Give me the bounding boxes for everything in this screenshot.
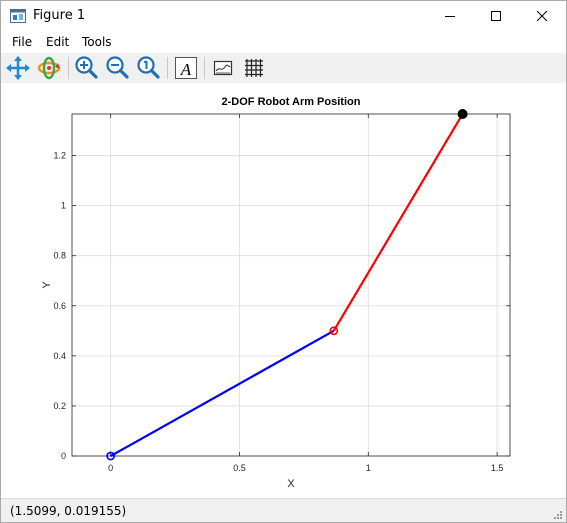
x-tick-label: 1.5 xyxy=(491,463,504,473)
y-tick-label: 0.6 xyxy=(53,301,66,311)
arm-link-1-line xyxy=(110,329,335,457)
minimize-button[interactable] xyxy=(427,1,473,31)
zoom-out-button[interactable] xyxy=(104,55,130,81)
y-tick-label: 0.4 xyxy=(53,351,66,361)
pan-icon xyxy=(6,56,30,80)
legend-toggle-button[interactable] xyxy=(210,55,236,81)
maximize-icon xyxy=(491,11,501,21)
end-effector-marker xyxy=(457,109,468,119)
close-icon xyxy=(536,10,548,22)
grid-toggle-icon xyxy=(245,59,263,77)
zoom-reset-button[interactable] xyxy=(135,55,161,81)
y-tick-label: 0.2 xyxy=(53,401,66,411)
zoom-out-icon xyxy=(106,56,129,79)
y-tick-label: 0 xyxy=(61,451,66,461)
cursor-coordinates: (1.5099, 0.019155) xyxy=(10,504,127,518)
x-axis-label: X xyxy=(287,478,295,490)
toolbar-separator xyxy=(68,57,69,79)
text-insert-button[interactable]: A xyxy=(173,55,199,81)
figure-canvas[interactable]: 0 0.5 1 1.5 0 0.2 0.4 0.6 0.8 1 1.2 2-DOF Robot Ar… xyxy=(1,83,566,498)
axes-frame xyxy=(71,113,511,457)
status-bar: (1.5099, 0.019155) xyxy=(1,498,566,522)
chart[interactable]: 0 0.5 1 1.5 0 0.2 0.4 0.6 0.8 1 1.2 2-DOF Robot Ar… xyxy=(1,83,566,498)
rotate-icon xyxy=(37,56,61,80)
joint-2-marker xyxy=(329,326,339,336)
x-tick-label: 1 xyxy=(366,463,371,473)
text-tool-glyph: A xyxy=(180,60,192,79)
chart-title: 2-DOF Robot Arm Position xyxy=(222,96,361,108)
text-insert-icon: A xyxy=(175,57,197,79)
window-title: Figure 1 xyxy=(33,8,86,23)
zoom-in-icon xyxy=(75,56,98,79)
menu-bar: File Edit Tools xyxy=(1,31,566,53)
close-button[interactable] xyxy=(519,1,565,31)
minimize-icon xyxy=(445,16,455,17)
rotate-button[interactable] xyxy=(36,55,62,81)
toolbar: A xyxy=(1,53,566,83)
y-axis-label: Y xyxy=(41,281,53,289)
toolbar-separator xyxy=(204,57,205,79)
y-tick-label: 1.2 xyxy=(53,151,66,161)
figure-app-icon xyxy=(10,9,26,23)
resize-grip-icon[interactable] xyxy=(553,510,563,520)
toolbar-separator xyxy=(167,57,168,79)
menu-file[interactable]: File xyxy=(12,35,33,49)
arm-link-2-line xyxy=(332,113,464,332)
maximize-button[interactable] xyxy=(473,1,519,31)
zoom-in-button[interactable] xyxy=(73,55,99,81)
y-tick-label: 1 xyxy=(61,201,66,211)
y-tick-label: 0.8 xyxy=(53,251,66,261)
menu-edit[interactable]: Edit xyxy=(46,35,70,49)
x-tick-label: 0.5 xyxy=(233,463,246,473)
legend-toggle-icon xyxy=(213,60,233,76)
joint-1-marker xyxy=(106,451,116,461)
menu-tools[interactable]: Tools xyxy=(82,35,112,49)
zoom-reset-icon xyxy=(137,56,160,79)
pan-button[interactable] xyxy=(5,55,31,81)
grid-toggle-button[interactable] xyxy=(241,55,267,81)
x-tick-label: 0 xyxy=(108,463,113,473)
title-bar[interactable]: Figure 1 xyxy=(1,1,566,31)
